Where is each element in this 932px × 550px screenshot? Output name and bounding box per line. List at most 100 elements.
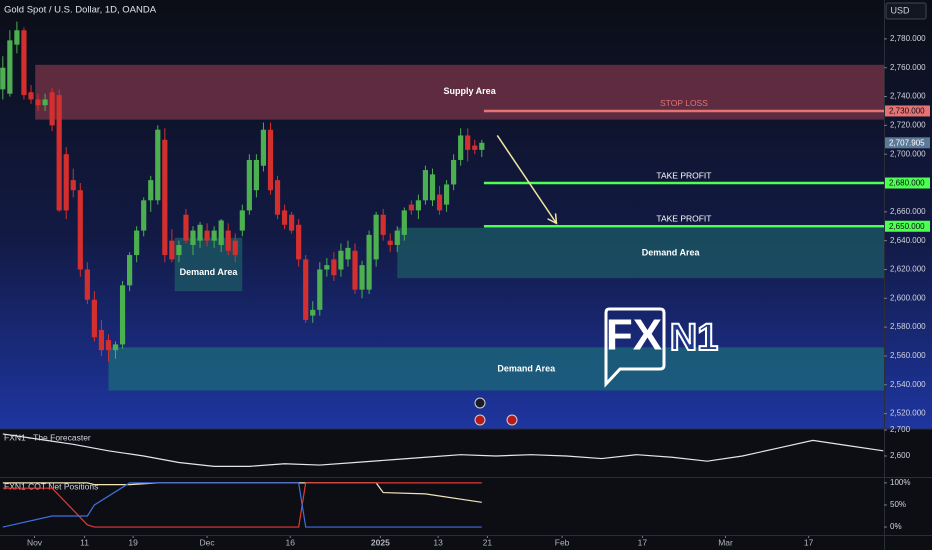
x-tick-label: Mar xyxy=(718,537,733,547)
y-tick-label: 2,660.000 xyxy=(890,207,926,216)
candle-body xyxy=(281,210,288,225)
level-axis-label: 2,730.000 xyxy=(889,107,925,116)
logo-left: FX xyxy=(606,311,662,360)
candle-body xyxy=(218,220,224,245)
zone-label: Demand Area xyxy=(642,247,701,257)
x-tick-label: Dec xyxy=(200,537,216,547)
logo-frame xyxy=(604,307,666,388)
candle-body xyxy=(42,99,48,106)
indicator-line xyxy=(2,482,482,528)
candle-body xyxy=(169,240,175,260)
candle-body xyxy=(204,230,210,241)
candle-body xyxy=(21,30,27,96)
candle-body xyxy=(246,159,252,211)
x-tick-label: 11 xyxy=(80,537,89,547)
x-tick-label: 17 xyxy=(804,537,814,547)
last-price-box xyxy=(885,137,930,149)
level-label: TAKE PROFIT xyxy=(656,170,711,180)
zone xyxy=(397,227,884,279)
candle-body xyxy=(331,259,337,276)
candle-body xyxy=(303,259,309,320)
candle-body xyxy=(451,159,457,185)
candle-body xyxy=(91,299,97,338)
currency-box[interactable] xyxy=(885,2,927,20)
last-price-label: 2,707.905 xyxy=(889,138,925,147)
candle-body xyxy=(387,240,393,245)
candle-body xyxy=(183,214,189,241)
y-tick-label: 100% xyxy=(890,478,910,487)
candle-body xyxy=(324,265,330,270)
chart-title: Gold Spot / U.S. Dollar, 1D, OANDA xyxy=(4,5,157,16)
candle-body xyxy=(472,145,478,150)
candle-body xyxy=(84,269,90,300)
y-tick-label: 2,580.000 xyxy=(890,322,926,331)
y-tick-label: 2,700 xyxy=(890,425,911,434)
candle-body xyxy=(310,309,316,316)
x-tick-label: 21 xyxy=(483,537,493,547)
candle-body xyxy=(232,240,238,256)
level-axis-box xyxy=(885,177,930,189)
candle-body xyxy=(127,255,133,286)
candle-body xyxy=(408,204,414,211)
indicator-line xyxy=(2,482,482,528)
candle-body xyxy=(267,129,274,191)
candle-body xyxy=(112,344,119,351)
candle-body xyxy=(162,139,168,256)
y-tick-label: 2,760.000 xyxy=(890,63,926,72)
candle-body xyxy=(317,269,323,310)
candle-body xyxy=(338,250,344,270)
candle-body xyxy=(176,244,182,256)
y-tick-label: 2,640.000 xyxy=(890,236,926,245)
candle-body xyxy=(134,230,140,256)
y-tick-label: 2,560.000 xyxy=(890,351,926,360)
y-tick-label: 2,520.000 xyxy=(890,409,926,418)
candle-body xyxy=(260,129,267,166)
y-tick-label: 2,600.000 xyxy=(890,293,926,302)
zone-label: Demand Area xyxy=(497,363,556,373)
candle-body xyxy=(415,200,422,211)
candle-body xyxy=(70,180,76,191)
candle-body xyxy=(148,180,154,201)
level-axis-label: 2,650.000 xyxy=(889,222,925,231)
candle-body xyxy=(373,214,379,260)
y-tick-label: 2,720.000 xyxy=(890,120,926,129)
indicator-title: FXN1 COT Net Positions xyxy=(4,481,98,491)
logo-right: N1 xyxy=(670,317,719,359)
candle-body xyxy=(155,129,161,201)
candle-body xyxy=(211,230,217,241)
y-tick-label: 2,780.000 xyxy=(890,34,926,43)
event-icon[interactable] xyxy=(506,414,518,426)
currency: USD xyxy=(890,5,910,15)
event-icon[interactable] xyxy=(474,397,486,409)
zone-label: Supply Area xyxy=(444,86,497,96)
candle-body xyxy=(0,67,6,90)
candle-body xyxy=(105,340,112,351)
level-label: TAKE PROFIT xyxy=(656,213,711,223)
event-icon[interactable] xyxy=(474,414,486,426)
candle-body xyxy=(289,214,295,231)
candle-body xyxy=(380,214,386,235)
candle-body xyxy=(141,200,147,231)
candle-body xyxy=(49,92,55,126)
y-tick-label: 0% xyxy=(890,522,902,531)
candle-body xyxy=(225,230,231,251)
candle-body xyxy=(345,247,351,260)
candle-body xyxy=(401,210,407,235)
arrow-head xyxy=(547,213,558,225)
candle-body xyxy=(422,170,429,201)
candle-body xyxy=(28,92,34,100)
candle-body xyxy=(35,99,41,106)
candle-body xyxy=(394,230,400,245)
candle-body xyxy=(253,159,259,191)
y-tick-label: 2,620.000 xyxy=(890,265,926,274)
indicator-line xyxy=(2,433,884,467)
x-tick-label: 19 xyxy=(128,537,138,547)
x-tick-label: 16 xyxy=(285,537,295,547)
level-label: STOP LOSS xyxy=(660,98,708,108)
candle-body xyxy=(77,190,83,270)
zone xyxy=(174,237,243,292)
y-tick-label: 2,600 xyxy=(890,451,911,460)
candle-body xyxy=(274,180,281,215)
x-tick-label: 17 xyxy=(638,537,648,547)
y-tick-label: 50% xyxy=(890,500,906,509)
